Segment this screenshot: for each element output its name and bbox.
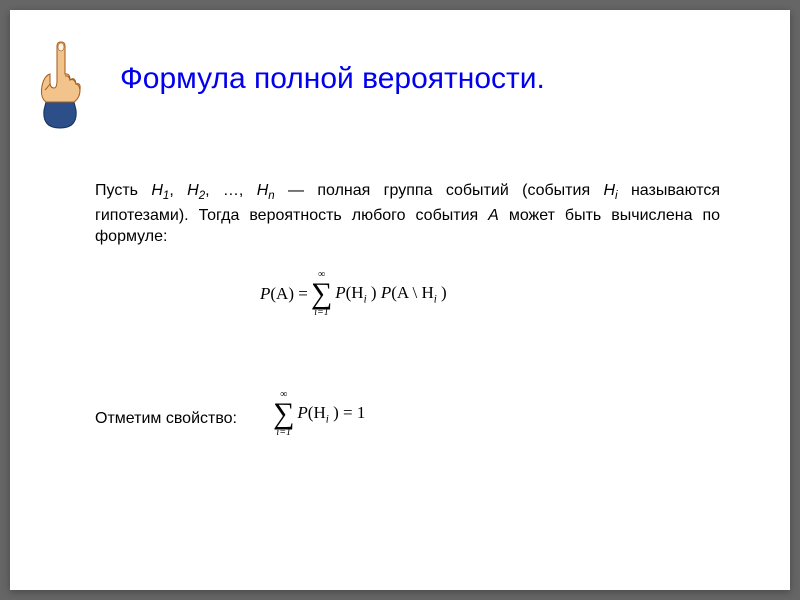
pointing-hand-icon xyxy=(30,40,90,130)
sum-lower: i=1 xyxy=(276,428,291,438)
intro-paragraph: Пусть H1, H2, …, Hn — полная группа собы… xyxy=(95,180,720,248)
sym-P: P xyxy=(260,284,270,303)
formula-total-probability: P(A) = ∞ ∑ i=1 P(Hi ) P(A \ Hi ) xyxy=(260,270,447,318)
sym-P: P xyxy=(381,283,391,302)
var-H: H xyxy=(187,182,199,199)
text: (H xyxy=(346,283,364,302)
text: Пусть xyxy=(95,182,151,199)
text: , …, xyxy=(205,182,257,199)
sum-lower: i=1 xyxy=(314,308,329,318)
sym-P: P xyxy=(335,283,345,302)
sym-eq: = xyxy=(298,284,308,303)
sym-eq-1: = 1 xyxy=(343,403,365,422)
var-H: H xyxy=(257,182,269,199)
text: — полная группа событий (события xyxy=(275,182,604,199)
slide-title: Формула полной вероятности. xyxy=(120,62,750,96)
sym-P: P xyxy=(297,403,307,422)
var-H: H xyxy=(603,182,615,199)
text: ) xyxy=(329,403,343,422)
var-H: H xyxy=(151,182,163,199)
sum-symbol: ∞ ∑ i=1 xyxy=(311,270,332,318)
sigma-icon: ∑ xyxy=(311,280,332,308)
formula-sum-one: ∞ ∑ i=1 P(Hi ) = 1 xyxy=(270,390,365,438)
slide: Формула полной вероятности. Пусть H1, H2… xyxy=(10,10,790,590)
text: (H xyxy=(308,403,326,422)
sigma-icon: ∑ xyxy=(273,400,294,428)
text: (A \ H xyxy=(391,283,434,302)
sum-symbol: ∞ ∑ i=1 xyxy=(273,390,294,438)
text: , xyxy=(169,182,187,199)
note-text: Отметим свойство: xyxy=(95,410,237,428)
sym-paren-A: (A) xyxy=(270,284,298,303)
text: ) xyxy=(437,283,447,302)
var-A: A xyxy=(488,207,499,224)
text: ) xyxy=(367,283,381,302)
